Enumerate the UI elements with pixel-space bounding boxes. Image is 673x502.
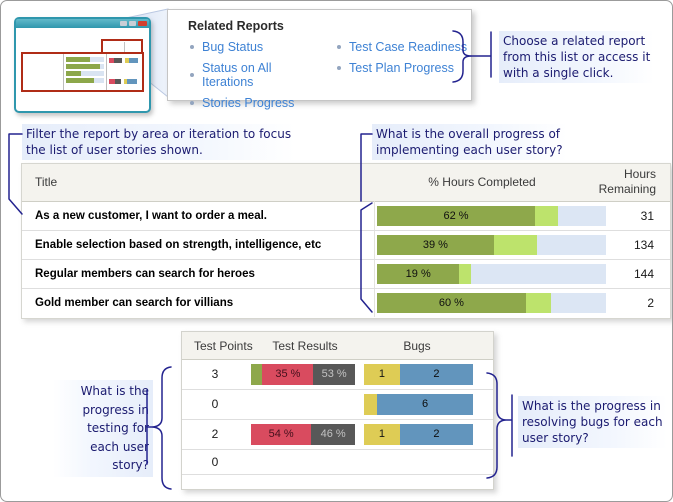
bugs-segment-active: 1 — [364, 364, 400, 385]
column-header-test-results: Test Results — [272, 339, 338, 353]
minimize-icon — [120, 21, 127, 26]
test-points-value: 0 — [211, 397, 219, 411]
mini-title-column — [23, 54, 64, 90]
bugs-segment-resolved: 6 — [377, 394, 473, 415]
bugs-segment-active: 1 — [364, 424, 400, 445]
story-title: Regular members can search for heroes — [35, 268, 255, 280]
bar-segment-recent — [525, 293, 552, 313]
mini-test-bug-charts — [107, 54, 139, 90]
link-bug-status[interactable]: Bug Status — [190, 40, 315, 54]
stories-progress-table: Title % Hours Completed Hours Remaining … — [21, 163, 671, 319]
story-title: Enable selection based on strength, inte… — [35, 239, 322, 251]
table-row-empty — [182, 475, 493, 487]
report-highlight-box — [21, 52, 144, 92]
maximize-icon — [129, 21, 136, 26]
column-header-hours-completed: % Hours Completed — [428, 175, 536, 189]
callout-choose-report: Choose a related report from this list o… — [499, 31, 655, 83]
table-row: 0 6 — [182, 390, 493, 420]
hours-remaining-value: 144 — [633, 267, 654, 281]
bar-segment-recent — [459, 264, 471, 284]
column-header-hours-remaining: Hours Remaining — [598, 167, 656, 196]
test-table-header: Test Points Test Results Bugs — [182, 332, 493, 360]
test-points-value: 3 — [211, 367, 219, 381]
link-stories-progress[interactable]: Stories Progress — [190, 96, 315, 110]
results-segment-notrun: 53 % — [313, 364, 355, 385]
hours-completed-bar: 39 % — [377, 235, 606, 255]
bugs-segment-resolved: 2 — [399, 424, 473, 445]
test-results-bar: 35 % 53 % — [251, 364, 355, 385]
column-header-test-points: Test Points — [194, 339, 253, 353]
related-reports-panel: Related Reports Bug Status Status on All… — [167, 9, 472, 110]
connector-choose-report — [470, 31, 492, 78]
bullet-icon — [190, 101, 194, 105]
link-status-all-iterations[interactable]: Status on All Iterations — [190, 61, 315, 89]
test-results-bar: 54 % 46 % — [251, 424, 355, 445]
test-points-value: 0 — [211, 455, 219, 469]
table-row: Regular members can search for heroes 19… — [22, 260, 670, 289]
toolbar-divider — [123, 42, 125, 52]
hours-remaining-value: 31 — [640, 209, 654, 223]
test-points-value: 2 — [211, 427, 219, 441]
related-reports-title: Related Reports — [188, 19, 284, 33]
table-row: Enable selection based on strength, inte… — [22, 231, 670, 260]
results-segment-passed — [251, 364, 263, 385]
table-row: Gold member can search for villians 60 %… — [22, 289, 670, 317]
table-row: 0 — [182, 450, 493, 475]
link-label[interactable]: Test Case Readiness — [349, 40, 468, 54]
link-label[interactable]: Bug Status — [202, 40, 264, 54]
bugs-segment-resolved: 2 — [399, 364, 473, 385]
bullet-icon — [190, 73, 194, 77]
callout-bugs-progress: What is the progress in resolving bugs f… — [518, 396, 667, 448]
results-segment-failed: 54 % — [251, 424, 312, 445]
link-test-case-readiness[interactable]: Test Case Readiness — [337, 40, 471, 54]
link-test-plan-progress[interactable]: Test Plan Progress — [337, 61, 471, 75]
bar-segment-recent — [535, 206, 558, 226]
callout-filter-report: Filter the report by area or iteration t… — [22, 124, 296, 160]
bar-segment-complete: 60 % — [377, 293, 526, 313]
results-segment-notrun: 46 % — [311, 424, 355, 445]
bar-segment-complete: 19 % — [377, 264, 460, 284]
bugs-segment-active — [364, 394, 378, 415]
link-label[interactable]: Test Plan Progress — [349, 61, 454, 75]
hours-completed-bar: 19 % — [377, 264, 606, 284]
brace-testing-progress — [152, 366, 172, 490]
hours-remaining-value: 2 — [647, 296, 654, 310]
mini-hours-chart — [64, 54, 107, 90]
hours-remaining-value: 134 — [633, 238, 654, 252]
results-segment-failed: 35 % — [262, 364, 314, 385]
callout-testing-progress: What is the progress in testing for each… — [53, 380, 153, 477]
hours-completed-bar: 60 % — [377, 293, 606, 313]
callout-overall-progress: What is the overall progress of implemen… — [372, 124, 567, 160]
close-icon — [138, 21, 147, 26]
bugs-bar: 6 — [364, 394, 473, 415]
bullet-icon — [190, 45, 194, 49]
hours-completed-bar: 62 % — [377, 206, 606, 226]
bar-segment-complete: 39 % — [377, 235, 494, 255]
bullet-icon — [337, 66, 342, 70]
column-header-bugs: Bugs — [403, 339, 431, 353]
bar-segment-complete: 62 % — [377, 206, 535, 226]
link-label[interactable]: Status on All Iterations — [202, 61, 272, 89]
story-title: As a new customer, I want to order a mea… — [35, 210, 267, 222]
table-row: As a new customer, I want to order a mea… — [22, 202, 670, 231]
column-header-title: Title — [35, 175, 58, 189]
bullet-icon — [337, 45, 342, 49]
link-label[interactable]: Stories Progress — [202, 96, 295, 110]
connector-bugs — [504, 394, 513, 457]
window-titlebar — [16, 19, 149, 28]
test-results-table: Test Points Test Results Bugs 3 35 % 53 %… — [181, 331, 494, 490]
story-title: Gold member can search for villians — [35, 297, 234, 309]
bar-segment-recent — [493, 235, 538, 255]
stories-table-header: Title % Hours Completed Hours Remaining — [22, 164, 670, 202]
browser-thumbnail-window — [14, 17, 151, 113]
